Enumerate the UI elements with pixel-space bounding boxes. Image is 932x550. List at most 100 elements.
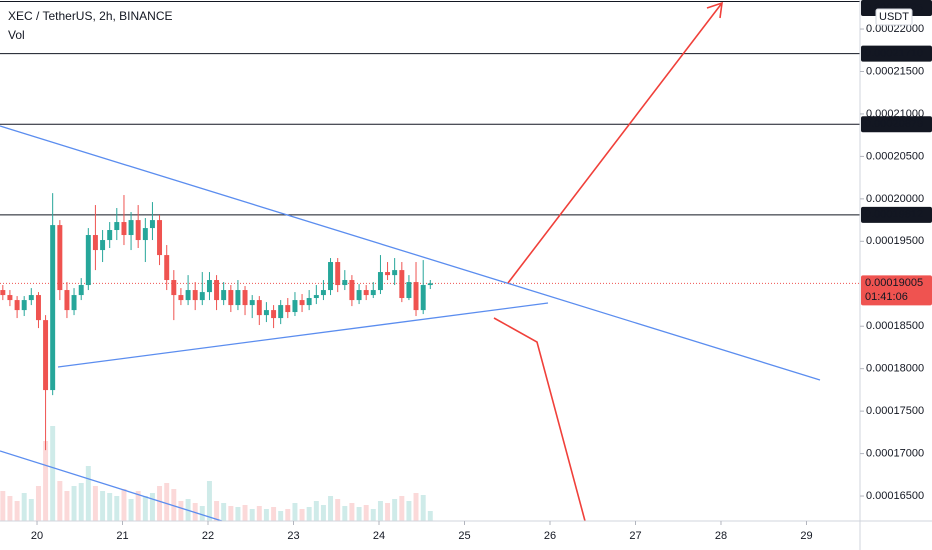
volume-bar	[242, 505, 248, 521]
volume-bar	[406, 501, 412, 521]
candle-body	[64, 290, 70, 311]
candle-body	[43, 320, 49, 391]
candle-body	[199, 292, 205, 301]
candle-body	[328, 262, 334, 291]
level-tag-label: 0.00019812	[865, 209, 923, 221]
y-tick-label: 0.00019500	[866, 235, 924, 247]
volume-bar	[178, 501, 184, 521]
price-tags: 0.000223250.000217100.000208790.00019812…	[861, 0, 932, 306]
candle-body	[349, 280, 355, 301]
candle-body	[114, 222, 120, 231]
volume-bar	[149, 493, 155, 521]
volume-bar	[349, 503, 355, 521]
candle-body	[157, 220, 163, 256]
volume-bar	[50, 426, 56, 521]
volume-bar	[278, 511, 284, 521]
y-tick-label: 0.00020500	[866, 150, 924, 162]
candle-body	[107, 230, 113, 241]
volume-bar	[114, 496, 120, 521]
candle-body	[0, 290, 6, 296]
level-tag	[861, 206, 932, 223]
y-tick-label: 0.00022000	[866, 23, 924, 35]
volume-bar	[306, 507, 312, 521]
candle-body	[370, 290, 376, 296]
candle-body	[235, 290, 241, 306]
y-tick-label: 0.00016500	[866, 490, 924, 502]
candle-body	[28, 295, 34, 301]
candle-body	[299, 300, 305, 306]
arrow-head	[706, 1, 723, 19]
level-tag-label: 0.00020879	[865, 118, 923, 130]
volume-bar	[420, 495, 426, 521]
volume-bar	[427, 511, 433, 521]
candle-body	[377, 272, 383, 291]
volume-bar	[313, 501, 319, 521]
volume-bar	[85, 466, 91, 521]
candle-body	[178, 295, 184, 301]
volume-bar	[206, 481, 212, 521]
candle-body	[228, 290, 234, 306]
candle-body	[121, 222, 127, 236]
axis-layer: 0.000220000.000215000.000210000.00020500…	[31, 23, 924, 542]
candle-body	[128, 220, 134, 236]
x-tick-label: 27	[629, 530, 641, 542]
volume-bar	[121, 489, 127, 521]
candle-body	[363, 290, 369, 296]
candle-body	[285, 305, 291, 313]
candle-body	[271, 310, 277, 319]
volume-bar	[142, 496, 148, 521]
candle-body	[356, 290, 362, 301]
candle-body	[85, 235, 91, 286]
volume-bar	[57, 481, 63, 521]
volume-bar	[157, 486, 163, 521]
candle-body	[406, 282, 412, 299]
candle-body	[320, 290, 326, 296]
x-tick-label: 20	[31, 530, 43, 542]
candle-body	[78, 285, 84, 296]
candle-body	[92, 235, 98, 251]
candle-body	[242, 290, 248, 306]
x-tick-label: 24	[373, 530, 385, 542]
level-tag	[861, 116, 932, 133]
candle-body	[263, 310, 269, 316]
volume-bar	[228, 506, 234, 521]
volume-bar	[370, 509, 376, 521]
candle-body	[21, 300, 27, 311]
candle-body	[385, 272, 391, 276]
candle-body	[399, 270, 405, 299]
x-tick-label: 25	[458, 530, 470, 542]
candle-body	[256, 300, 262, 316]
candle-body	[171, 280, 177, 296]
y-tick-label: 0.00021500	[866, 65, 924, 77]
candle-body	[57, 225, 63, 291]
volume-bar	[342, 506, 348, 521]
arrow-up	[507, 2, 723, 284]
volume-bar	[78, 483, 84, 521]
trend-line	[57, 302, 549, 368]
volume-bar	[299, 509, 305, 521]
volume-label: Vol	[8, 28, 25, 42]
arrow-down	[493, 317, 586, 522]
y-tick-label: 0.00017000	[866, 447, 924, 459]
level-tag	[861, 45, 932, 62]
volume-bar	[164, 483, 170, 521]
trend-line	[0, 450, 223, 522]
volume-bar	[249, 509, 255, 521]
x-tick-label: 22	[202, 530, 214, 542]
volume-bar	[199, 506, 205, 521]
candle-body	[14, 300, 20, 311]
x-tick-label: 28	[715, 530, 727, 542]
candle-body	[50, 225, 56, 391]
volume-bar	[335, 499, 341, 521]
volume-bar	[0, 491, 6, 521]
candle-body	[249, 300, 255, 306]
candle-body	[342, 280, 348, 286]
volume-bar	[107, 493, 113, 521]
volume-bar	[43, 441, 49, 521]
candle-body	[292, 300, 298, 313]
candle-body	[206, 280, 212, 293]
y-tick-label: 0.00020000	[866, 193, 924, 205]
candle-body	[71, 295, 77, 311]
volume-bar	[356, 507, 362, 521]
